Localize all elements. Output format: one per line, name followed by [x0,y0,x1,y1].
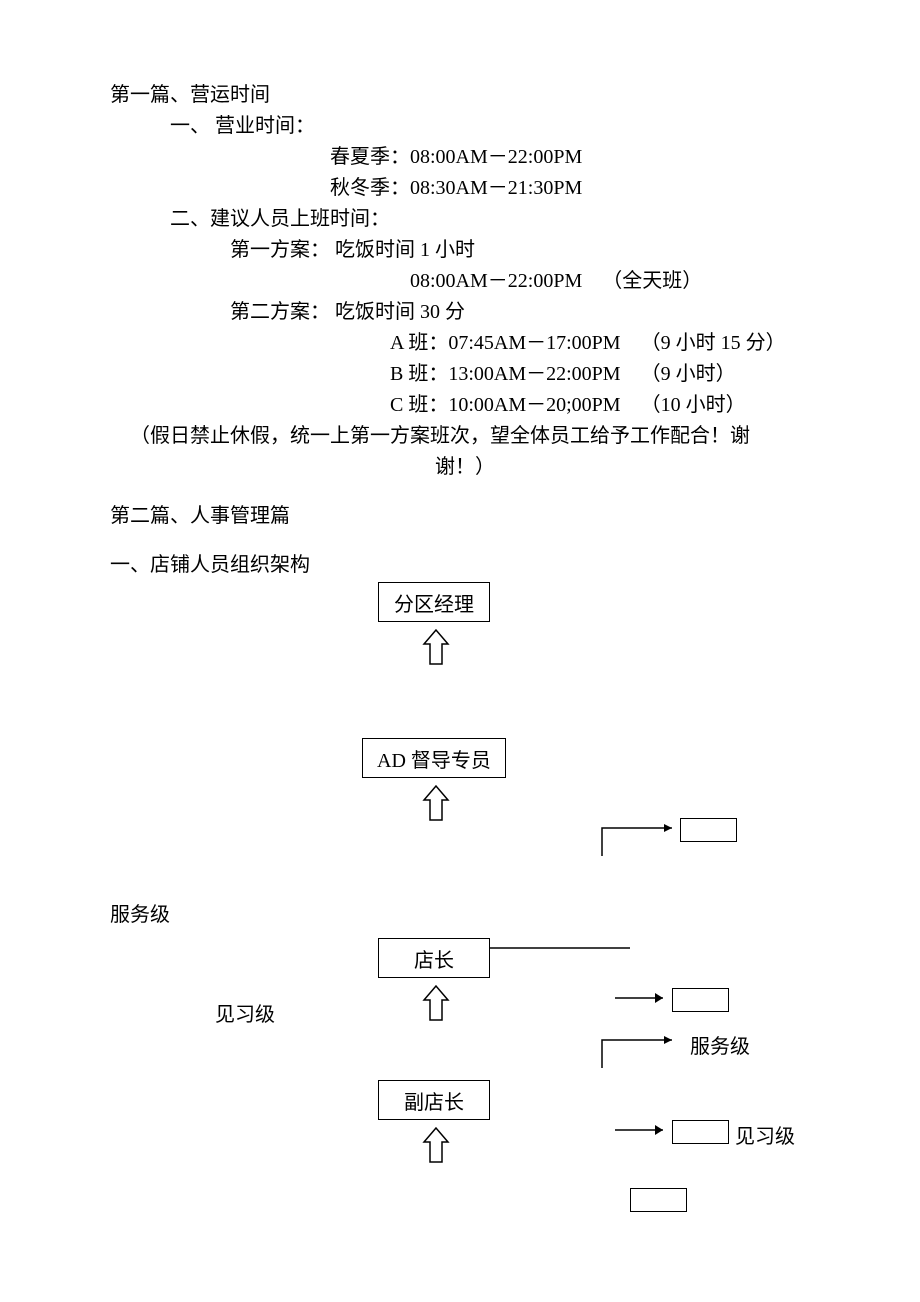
org-box-small-2 [672,988,729,1012]
plan2-label: 第二方案： 吃饭时间 30 分 [110,297,820,328]
org-box-level2: AD 督导专员 [362,738,506,778]
elbow-line-icon [600,818,685,858]
up-arrow-icon [418,1126,454,1168]
section2-title: 第二篇、人事管理篇 [110,501,820,532]
shift-c: C 班：10:00AM－20;00PM （10 小时） [110,390,820,421]
org-text-level4: 副店长 [404,1086,464,1115]
note-line2: 谢！） [110,452,820,483]
label-service: 服务级 [110,898,170,927]
note-line1: （假日禁止休假，统一上第一方案班次，望全体员工给予工作配合！谢 [110,421,820,452]
page-content: 第一篇、营运时间 一、 营业时间： 春夏季：08:00AM－22:00PM 秋冬… [110,80,820,581]
section1-title: 第一篇、营运时间 [110,80,820,111]
plan1-label: 第一方案： 吃饭时间 1 小时 [110,235,820,266]
org-box-level1: 分区经理 [378,582,490,622]
org-box-level3: 店长 [378,938,490,978]
spring-summer: 春夏季：08:00AM－22:00PM [110,142,820,173]
label-trainee: 见习级 [215,998,275,1027]
elbow-line-icon [600,1030,685,1070]
org-box-level4: 副店长 [378,1080,490,1120]
label-trainee2: 见习级 [735,1120,795,1149]
autumn-winter: 秋冬季：08:30AM－21:30PM [110,173,820,204]
org-text-level2: AD 督导专员 [377,744,491,773]
line-icon [490,946,630,950]
right-arrow-icon [615,1120,675,1140]
org-box-small-3 [672,1120,729,1144]
up-arrow-icon [418,784,454,826]
item1-heading: 一、 营业时间： [110,111,820,142]
org-text-level3: 店长 [414,944,454,973]
shift-b: B 班：13:00AM－22:00PM （9 小时） [110,359,820,390]
item2-heading: 二、建议人员上班时间： [110,204,820,235]
up-arrow-icon [418,628,454,670]
right-arrow-icon [615,988,675,1008]
org-box-small-1 [680,818,737,842]
org-box-small-4 [630,1188,687,1212]
org-text-level1: 分区经理 [394,588,474,617]
plan1-time: 08:00AM－22:00PM （全天班） [110,266,820,297]
up-arrow-icon [418,984,454,1026]
shift-a: A 班：07:45AM－17:00PM （9 小时 15 分） [110,328,820,359]
section2-subtitle: 一、店铺人员组织架构 [110,550,820,581]
label-service2: 服务级 [690,1030,750,1059]
